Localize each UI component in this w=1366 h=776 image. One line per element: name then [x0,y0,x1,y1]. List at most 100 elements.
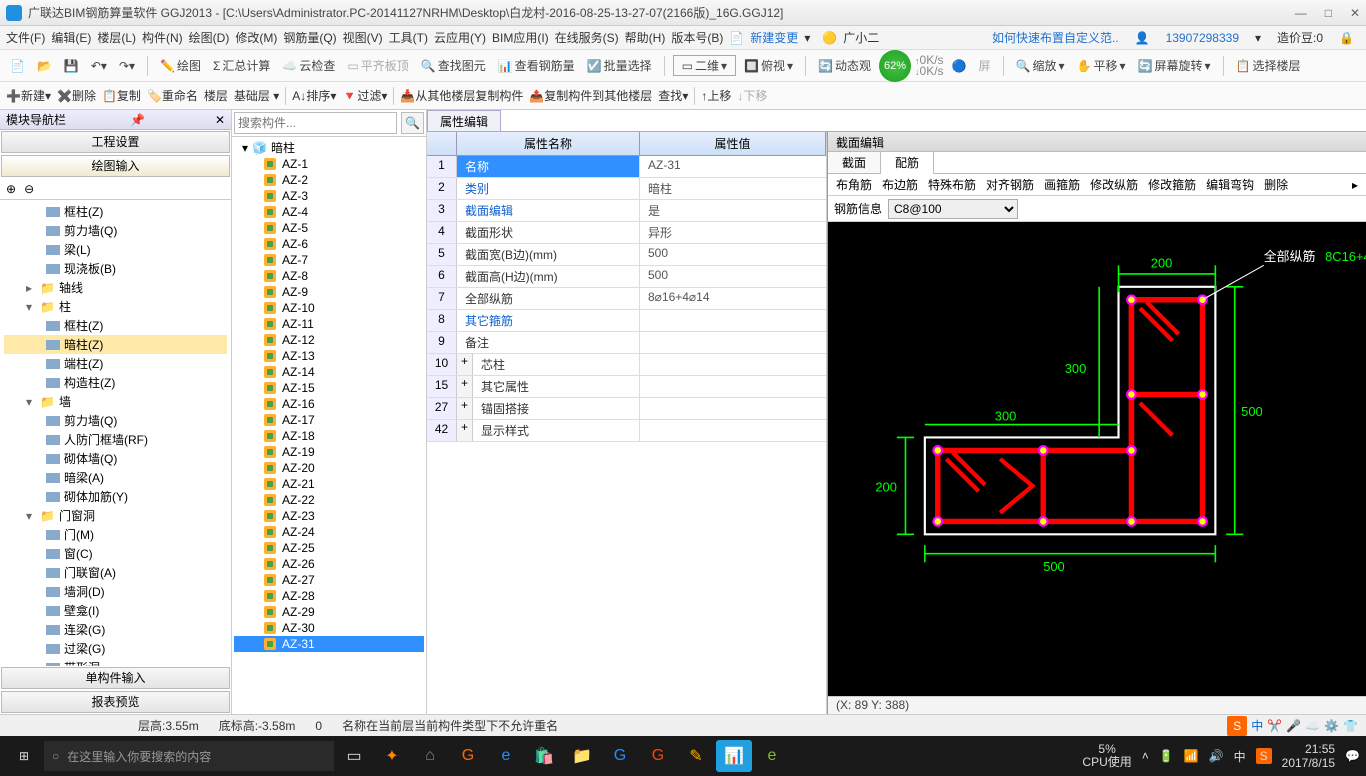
taskbar-app-icon[interactable]: ✦ [374,740,410,772]
property-row[interactable]: 1名称AZ-31 [427,156,826,178]
section-tab-rebar[interactable]: 配筋 [881,152,934,174]
property-row[interactable]: 8其它箍筋 [427,310,826,332]
component-item[interactable]: AZ-5 [234,220,424,236]
batch-select-button[interactable]: ☑️批量选择 [583,55,656,76]
property-row[interactable]: 4截面形状异形 [427,222,826,244]
pick-floor-button[interactable]: 📋选择楼层 [1232,55,1305,76]
taskbar-app-icon[interactable]: e [488,740,524,772]
flat-top-button[interactable]: ▭ 平齐板顶 [343,55,412,76]
menu-item[interactable]: 工具(T) [389,29,428,46]
taskbar-app-icon[interactable]: 📁 [564,740,600,772]
move-up-button[interactable]: ↑上移 [701,87,731,104]
nav-tree-item[interactable]: 端柱(Z) [4,354,227,373]
sort-button[interactable]: A↓排序▾ [292,87,336,104]
close-icon[interactable]: ✕ [1350,6,1360,20]
birdview-button[interactable]: 🔲俯视▾ [740,55,797,76]
component-item[interactable]: AZ-10 [234,300,424,316]
tray-icon[interactable]: 🎤 [1286,719,1301,733]
component-item[interactable]: AZ-2 [234,172,424,188]
component-item[interactable]: AZ-29 [234,604,424,620]
tray-ime-icon[interactable]: 中 [1234,748,1246,765]
taskbar-app-icon[interactable]: G [602,740,638,772]
component-item[interactable]: AZ-15 [234,380,424,396]
search-go-button[interactable]: 🔍 [401,112,424,134]
nav-tree-item[interactable]: 砌体加筋(Y) [4,487,227,506]
rotate-button[interactable]: 🔄屏幕旋转▾ [1134,55,1215,76]
section-tool[interactable]: 画箍筋 [1044,176,1080,193]
nav-tree-item[interactable]: 现浇板(B) [4,259,227,278]
undo-icon[interactable]: ↶▾ [87,57,111,75]
component-item[interactable]: AZ-20 [234,460,424,476]
nav-tree-item[interactable]: 窗(C) [4,544,227,563]
menu-item[interactable]: 编辑(E) [51,29,91,46]
nav-tree-item[interactable]: 暗梁(A) [4,468,227,487]
nav-tree-item[interactable]: 门(M) [4,525,227,544]
taskbar-app-icon[interactable]: 🛍️ [526,740,562,772]
property-row[interactable]: 6截面高(H边)(mm)500 [427,266,826,288]
menu-item[interactable]: 楼层(L) [97,29,136,46]
component-item[interactable]: AZ-9 [234,284,424,300]
task-view-icon[interactable]: ▭ [336,740,372,772]
new-change-link[interactable]: 新建变更 [750,29,798,46]
property-row[interactable]: 27+锚固搭接 [427,398,826,420]
pin-icon[interactable]: 📌 [130,113,145,127]
tray-icon[interactable]: ✂️ [1267,719,1282,733]
section-tool[interactable]: 编辑弯钩 [1206,176,1254,193]
section-tool[interactable]: 删除 [1264,176,1288,193]
component-tree[interactable]: ▾🧊暗柱AZ-1AZ-2AZ-3AZ-4AZ-5AZ-6AZ-7AZ-8AZ-9… [232,137,426,714]
nav-tree-item[interactable]: 砌体墙(Q) [4,449,227,468]
nav-engineering-button[interactable]: 工程设置 [1,131,230,153]
component-item[interactable]: AZ-7 [234,252,424,268]
collapse-icon[interactable]: ⊖ [24,182,34,196]
open-icon[interactable]: 📂 [33,57,56,75]
menu-item[interactable]: 绘图(D) [189,29,230,46]
taskbar-app-icon[interactable]: e [754,740,790,772]
nav-report-button[interactable]: 报表预览 [1,691,230,713]
tray-battery-icon[interactable]: 🔋 [1159,749,1174,763]
tray-wifi-icon[interactable]: 📶 [1184,749,1199,763]
menu-item[interactable]: 修改(M) [235,29,277,46]
component-item[interactable]: AZ-6 [234,236,424,252]
section-tool[interactable]: 修改箍筋 [1148,176,1196,193]
lock-icon[interactable]: 🔒 [1339,31,1354,45]
nav-tree-item[interactable]: 构造柱(Z) [4,373,227,392]
zoom-button[interactable]: 🔍缩放▾ [1012,55,1069,76]
section-tool[interactable]: 对齐钢筋 [986,176,1034,193]
new-component-button[interactable]: ➕新建▾ [6,87,51,104]
component-item[interactable]: AZ-4 [234,204,424,220]
nav-tree-item[interactable]: 门联窗(A) [4,563,227,582]
pan-button[interactable]: ✋平移▾ [1073,55,1130,76]
component-item[interactable]: AZ-17 [234,412,424,428]
component-item[interactable]: AZ-24 [234,524,424,540]
section-tool[interactable]: 布边筋 [882,176,918,193]
section-tool[interactable]: 特殊布筋 [928,176,976,193]
component-item[interactable]: AZ-8 [234,268,424,284]
nav-tree-item[interactable]: ▸📁轴线 [4,278,227,297]
nav-tree-item[interactable]: ▾📁墙 [4,392,227,411]
draw-button[interactable]: ✏️绘图 [156,55,205,76]
component-item[interactable]: AZ-14 [234,364,424,380]
tray-icon[interactable]: ☁️ [1305,719,1320,733]
delete-button[interactable]: ✖️删除 [57,87,96,104]
search-button[interactable]: 查找▾ [658,87,688,104]
filter-button[interactable]: 🔻过滤▾ [342,87,387,104]
nav-tree-item[interactable]: ▾📁柱 [4,297,227,316]
nav-tree-item[interactable]: 壁龛(I) [4,601,227,620]
property-row[interactable]: 3截面编辑是 [427,200,826,222]
nav-tree-item[interactable]: 带形洞 [4,658,227,666]
search-input[interactable] [234,112,397,134]
nav-tree-item[interactable]: ▾📁门窗洞 [4,506,227,525]
component-item[interactable]: AZ-23 [234,508,424,524]
property-row[interactable]: 2类别暗柱 [427,178,826,200]
floor-combo[interactable]: 基础层 ▾ [234,87,279,104]
taskbar-clock[interactable]: 21:552017/8/15 [1282,742,1335,770]
nav-tree-item[interactable]: 框柱(Z) [4,316,227,335]
redo-icon[interactable]: ↷▾ [115,57,139,75]
component-item[interactable]: AZ-27 [234,572,424,588]
view-mode-combo[interactable]: ▭ 二维 ▾ [673,55,736,76]
cloud-check-button[interactable]: ☁️云检查 [278,55,339,76]
property-row[interactable]: 5截面宽(B边)(mm)500 [427,244,826,266]
menu-item[interactable]: 钢筋量(Q) [283,29,336,46]
component-item[interactable]: AZ-3 [234,188,424,204]
nav-tree-item[interactable]: 梁(L) [4,240,227,259]
